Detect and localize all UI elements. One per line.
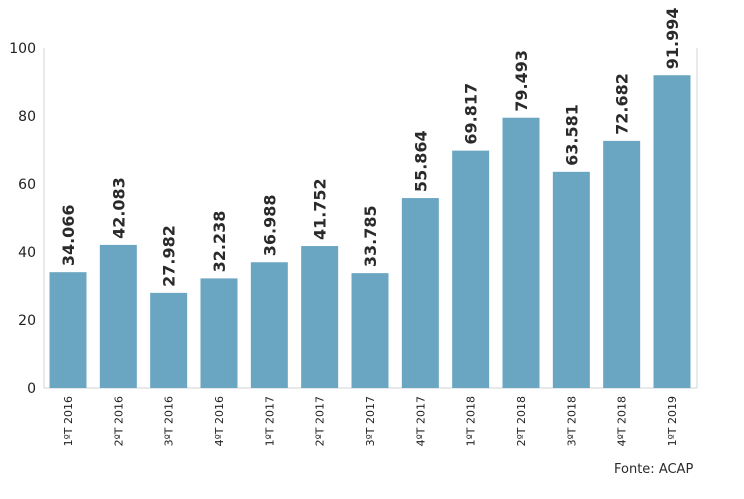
y-tick-label: 40 [18,245,36,261]
bar [150,292,188,388]
data-label: 63.581 [562,104,581,166]
data-labels-group: 34.066 42.083 27.982 32.238 36.988 41.752 33.7… [59,7,682,286]
bar [250,262,288,388]
x-tick-label: 1ºT 2016 [62,396,75,446]
x-axis-ticks: 1ºT 2016 2ºT 2016 3ºT 2016 4ºT 2016 1ºT 2017… [62,396,679,446]
bar [452,150,490,388]
y-tick-label: 20 [18,313,36,329]
bar [653,75,691,388]
data-label: 41.752 [311,178,330,240]
data-label: 72.682 [613,73,632,135]
x-tick-label: 3ºT 2016 [163,396,176,446]
bar [49,272,87,388]
y-tick-label: 80 [18,109,36,125]
data-label: 33.785 [361,205,380,267]
x-tick-label: 2ºT 2016 [112,396,125,446]
data-label: 34.066 [59,204,78,266]
data-label: 27.982 [160,225,179,287]
data-label: 32.238 [210,211,229,273]
x-tick-label: 3ºT 2018 [565,396,578,446]
data-label: 36.988 [260,194,279,256]
x-tick-label: 1ºT 2017 [263,396,276,446]
y-tick-label: 60 [18,177,36,193]
x-tick-label: 1ºT 2018 [465,396,478,446]
bars-group [49,75,691,388]
bar [401,198,439,388]
x-tick-label: 4ºT 2018 [616,396,629,446]
x-tick-label: 3ºT 2017 [364,396,377,446]
x-tick-label: 2ºT 2017 [314,396,327,446]
y-tick-label: 0 [27,381,36,397]
bar [502,117,540,388]
bar [603,140,641,388]
data-label: 91.994 [663,7,682,69]
x-tick-label: 2ºT 2018 [515,396,528,446]
data-label: 55.864 [411,130,430,192]
x-tick-label: 1ºT 2019 [666,396,679,446]
data-label: 79.493 [512,50,531,112]
bar [552,171,590,388]
y-tick-label: 100 [9,41,36,57]
bar [301,246,339,388]
bar [99,244,137,388]
bar [200,278,238,388]
source-note: Fonte: ACAP [614,462,694,477]
x-tick-label: 4ºT 2016 [213,396,226,446]
y-axis-ticks: 0 20 40 60 80 100 [9,41,36,397]
data-label: 42.083 [109,177,128,239]
x-tick-label: 4ºT 2017 [414,396,427,446]
bar [351,273,389,388]
data-label: 69.817 [462,83,481,145]
